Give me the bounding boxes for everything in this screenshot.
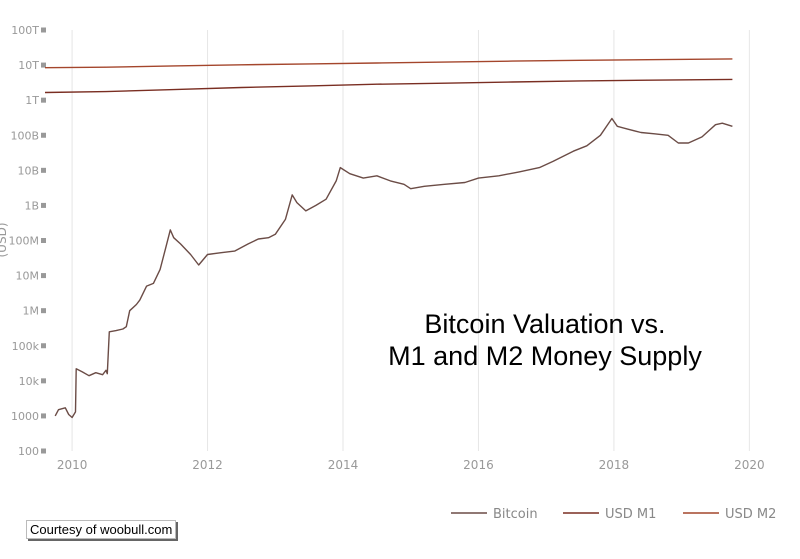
x-tick-label: 2014 <box>328 458 359 472</box>
y-tick-label: 100k <box>12 340 40 353</box>
y-tick-label: 100T <box>11 24 39 37</box>
chart-title-line-1: Bitcoin Valuation vs. <box>424 309 665 339</box>
y-axis: 100 1000 10k 100k 1M 10M 100M 1B 10B 100B 1T 10T 100… <box>9 24 46 458</box>
y-tick-label: 1T <box>25 94 39 107</box>
y-tick-mark <box>41 308 46 314</box>
y-tick-label: 1M <box>23 305 40 318</box>
y-tick-label: 1B <box>24 199 39 212</box>
x-tick-label: 2010 <box>57 458 88 472</box>
y-tick-label: 10k <box>19 375 40 388</box>
y-tick-mark <box>41 167 46 173</box>
y-tick-label: 10T <box>18 59 39 72</box>
y-tick-mark <box>41 27 46 33</box>
x-tick-label: 2012 <box>192 458 223 472</box>
y-tick-mark <box>41 238 46 243</box>
y-tick-label: 100 <box>18 445 39 458</box>
x-axis: 2010 2012 2014 2016 2018 2020 <box>57 458 765 472</box>
legend: Bitcoin USD M1 USD M2 <box>451 507 776 522</box>
y-tick-mark <box>41 343 46 349</box>
y-tick-label: 100M <box>9 235 40 248</box>
x-tick-label: 2016 <box>463 458 494 472</box>
legend-label: USD M1 <box>605 507 656 522</box>
y-axis-label: (USD) <box>0 222 9 257</box>
y-tick-mark <box>41 97 46 103</box>
chart-title-line-2: M1 and M2 Money Supply <box>388 341 702 371</box>
y-tick-label: 10M <box>16 270 40 283</box>
y-tick-mark <box>41 378 46 384</box>
series-line-usd-m1 <box>44 78 733 94</box>
y-tick-mark <box>41 273 46 279</box>
y-tick-mark <box>41 202 46 208</box>
series-line-bitcoin <box>54 117 733 419</box>
gridlines <box>71 30 750 451</box>
y-tick-mark <box>41 132 46 138</box>
y-tick-mark <box>41 448 46 454</box>
y-tick-mark <box>41 62 46 68</box>
credit-badge: Courtesy of woobull.com <box>26 520 177 539</box>
series-lines <box>44 58 733 419</box>
y-tick-mark <box>41 413 46 419</box>
y-tick-label: 1000 <box>11 410 39 423</box>
legend-label: Bitcoin <box>493 507 538 522</box>
series-line-usd-m2 <box>44 58 733 69</box>
y-tick-label: 100B <box>10 129 39 142</box>
legend-label: USD M2 <box>725 507 776 522</box>
x-tick-label: 2020 <box>734 458 765 472</box>
x-tick-label: 2018 <box>599 458 630 472</box>
y-tick-label: 10B <box>17 164 39 177</box>
